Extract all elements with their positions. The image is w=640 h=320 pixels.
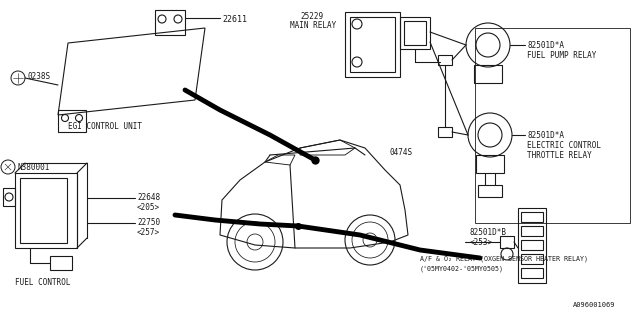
Bar (521, 240, 543, 250)
Bar (518, 208, 546, 283)
Text: <257>: <257> (137, 228, 160, 237)
Bar (476, 155, 504, 173)
Bar (438, 127, 452, 137)
Bar (521, 226, 543, 236)
Bar (521, 268, 543, 278)
Text: <205>: <205> (137, 203, 160, 212)
Bar (20, 178, 67, 243)
Bar (500, 236, 514, 248)
Text: 22611: 22611 (222, 15, 247, 24)
Text: 82501D*A: 82501D*A (527, 41, 564, 50)
Text: ('05MY0402-'05MY0505): ('05MY0402-'05MY0505) (420, 266, 504, 273)
Bar (155, 10, 185, 35)
Text: MAIN RELAY: MAIN RELAY (290, 21, 336, 30)
Bar (50, 256, 72, 270)
Text: 82501D*B: 82501D*B (470, 228, 507, 237)
Bar (15, 173, 77, 248)
Bar (400, 17, 430, 49)
Text: <253>: <253> (470, 238, 493, 247)
Bar (521, 212, 543, 222)
Text: 25229: 25229 (300, 12, 323, 21)
Bar (475, 28, 630, 223)
Text: ELECTRIC CONTROL: ELECTRIC CONTROL (527, 141, 601, 150)
Text: A/F & O₂ RELAY (OXGEN SENSOR HEATER RELAY): A/F & O₂ RELAY (OXGEN SENSOR HEATER RELA… (420, 256, 588, 262)
Text: N380001: N380001 (18, 163, 51, 172)
Text: EGI CONTROL UNIT: EGI CONTROL UNIT (68, 122, 142, 131)
Bar (404, 21, 426, 45)
Text: A096001069: A096001069 (573, 302, 615, 308)
Bar (3, 188, 15, 206)
Text: 22750: 22750 (137, 218, 160, 227)
Text: 22648: 22648 (137, 193, 160, 202)
Bar (478, 185, 502, 197)
Text: FUEL PUMP RELAY: FUEL PUMP RELAY (527, 51, 596, 60)
Bar (58, 110, 86, 132)
Text: FUEL CONTROL: FUEL CONTROL (15, 278, 70, 287)
Text: 0238S: 0238S (28, 72, 51, 81)
Bar (474, 65, 502, 83)
Text: 0474S: 0474S (390, 148, 413, 157)
Bar (521, 254, 543, 264)
Text: 82501D*A: 82501D*A (527, 131, 564, 140)
Text: THROTTLE RELAY: THROTTLE RELAY (527, 151, 592, 160)
Bar (438, 55, 452, 65)
Bar (345, 12, 400, 77)
Bar (350, 17, 395, 72)
